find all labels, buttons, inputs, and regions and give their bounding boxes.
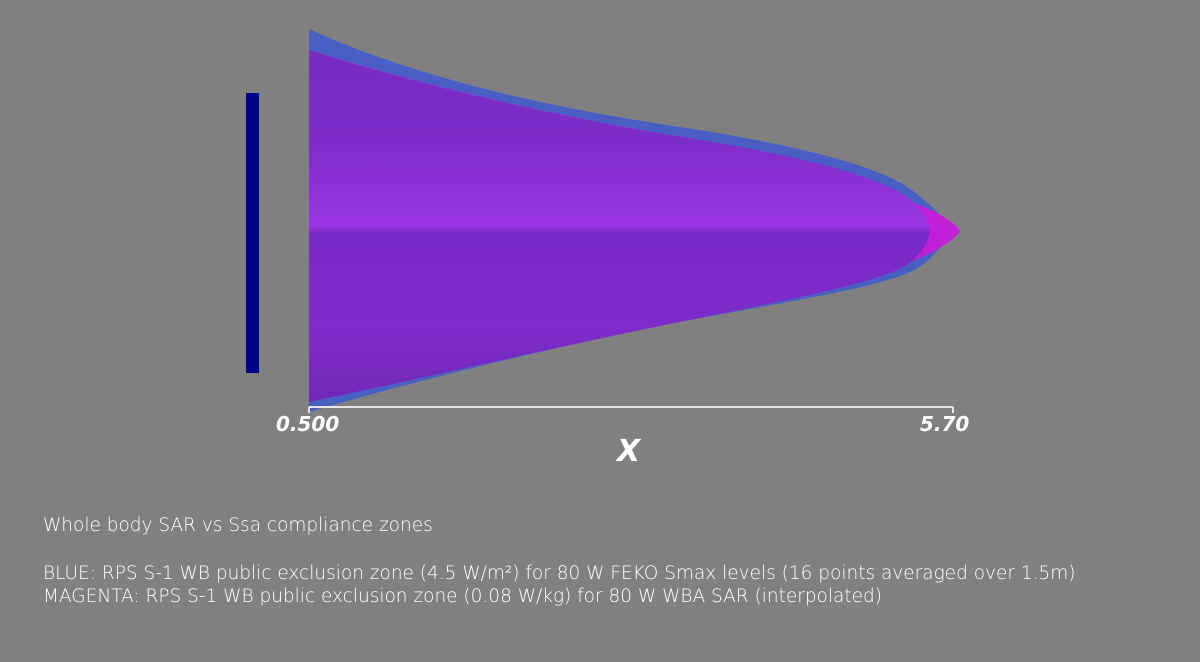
caption-title: Whole body SAR vs Ssa compliance zones: [43, 515, 433, 536]
caption-magenta-legend: MAGENTA: RPS S-1 WB public exclusion zon…: [43, 586, 882, 607]
x-axis-title: X: [617, 434, 641, 469]
overlap-zone: [309, 50, 930, 402]
x-axis-tick-label-max: 5.70: [920, 412, 970, 436]
antenna-bar: [246, 93, 259, 373]
caption-blue-legend: BLUE: RPS S-1 WB public exclusion zone (…: [43, 563, 1076, 584]
x-axis-tick-label-min: 0.500: [276, 412, 340, 436]
